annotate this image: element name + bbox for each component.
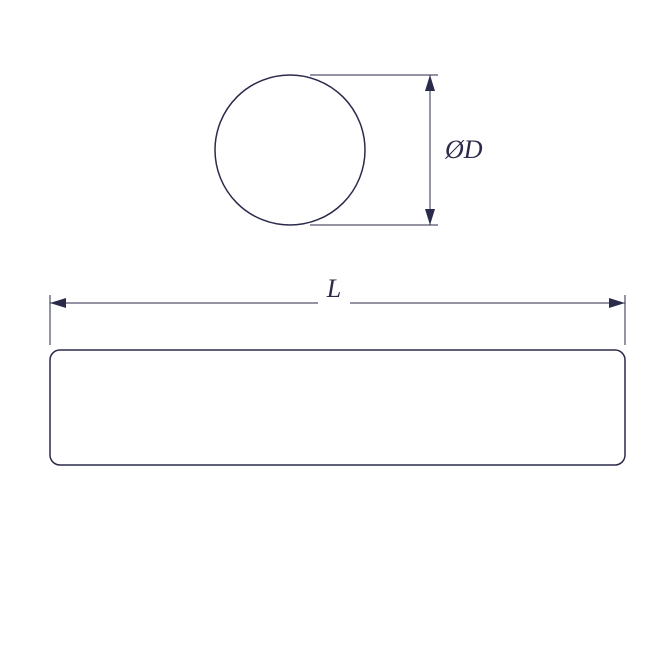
background (0, 0, 670, 670)
diameter-label: ØD (444, 135, 483, 164)
length-label: L (326, 274, 341, 303)
technical-drawing: ØD L (0, 0, 670, 670)
